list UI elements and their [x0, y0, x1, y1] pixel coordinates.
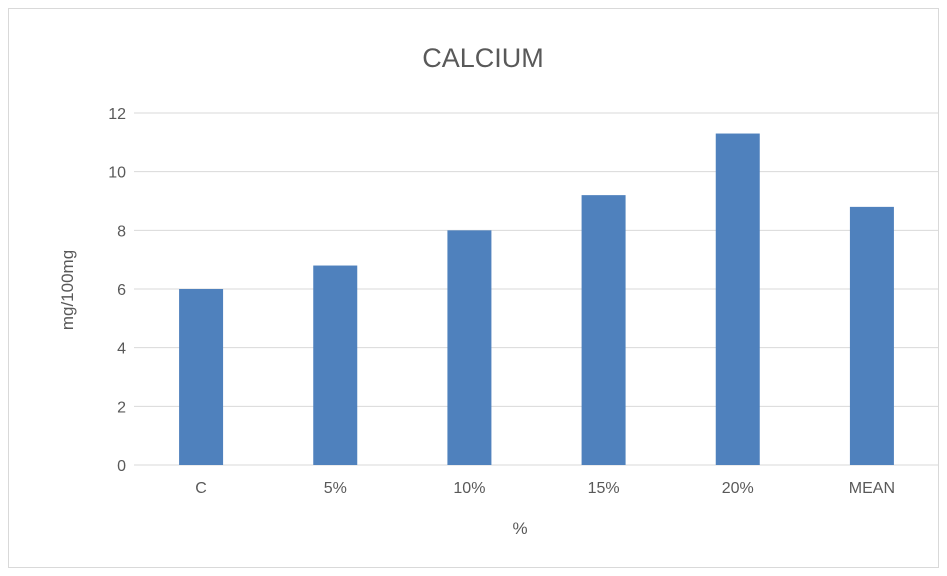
x-tick-label: 20% — [722, 480, 754, 497]
y-tick-label: 4 — [117, 341, 126, 358]
bar — [447, 230, 492, 465]
y-tick-label: 8 — [117, 223, 126, 240]
x-tick-label: 10% — [453, 480, 485, 497]
y-tick-label: 10 — [108, 165, 126, 182]
gridlines — [134, 112, 939, 466]
bars — [179, 133, 894, 466]
y-tick-label: 12 — [108, 106, 126, 123]
x-axis-label: % — [512, 519, 527, 538]
x-tick-label: 15% — [588, 480, 620, 497]
x-tick-label: C — [195, 480, 207, 497]
chart-title: CALCIUM — [422, 43, 544, 73]
y-axis-label: mg/100mg — [58, 250, 77, 330]
bar — [179, 289, 224, 465]
bar — [849, 206, 894, 465]
y-tick-label: 0 — [117, 458, 126, 475]
x-tick-labels: C 5% 10% 15% 20% MEAN — [195, 480, 895, 497]
bar — [581, 195, 626, 465]
y-tick-label: 6 — [117, 282, 126, 299]
y-tick-label: 2 — [117, 399, 126, 416]
y-tick-labels: 0 2 4 6 8 10 12 — [108, 106, 126, 475]
bar — [715, 133, 760, 466]
bar — [313, 265, 358, 465]
x-tick-label: 5% — [324, 480, 347, 497]
x-tick-label: MEAN — [849, 480, 895, 497]
